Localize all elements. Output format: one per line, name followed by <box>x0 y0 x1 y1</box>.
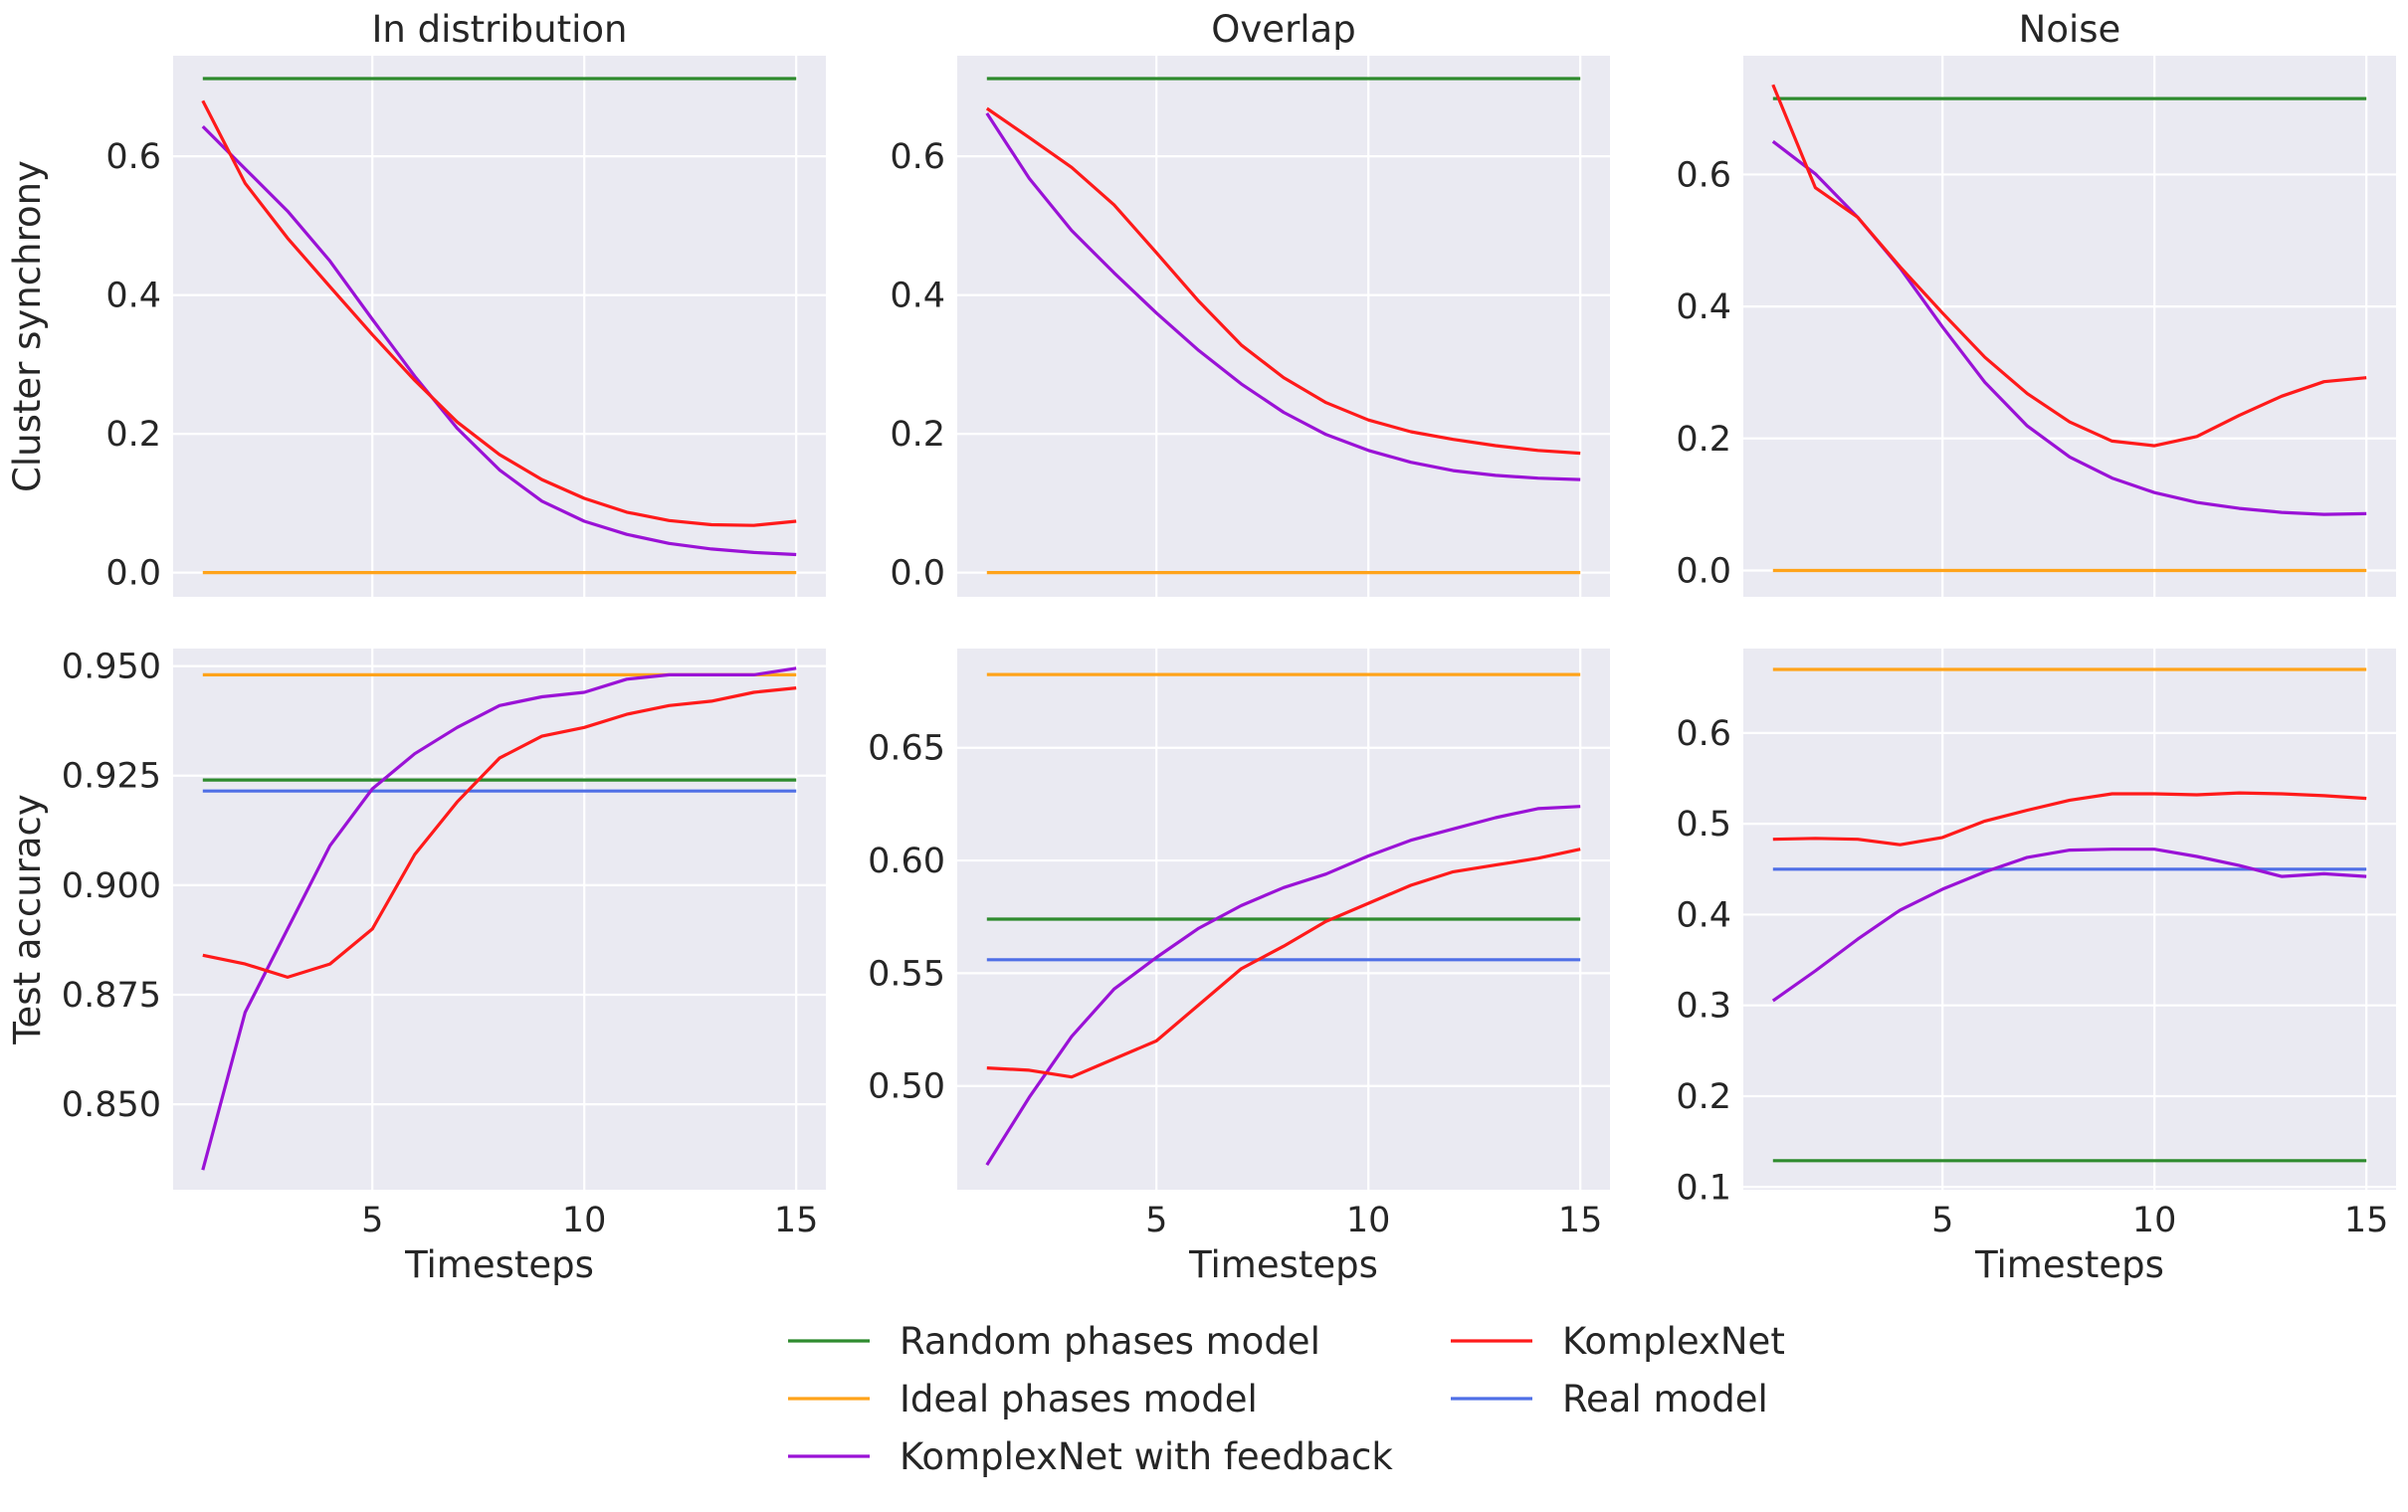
legend-label: Real model <box>1562 1378 1768 1420</box>
y-tick-label: 0.4 <box>1676 895 1731 935</box>
y-tick-label: 0.2 <box>890 415 945 455</box>
y-tick-label: 0.6 <box>105 137 161 177</box>
x-axis-title: Timesteps <box>1188 1243 1378 1286</box>
x-tick-label: 10 <box>2132 1201 2177 1240</box>
series-line-komplexnet <box>201 99 797 527</box>
x-axis-title: Timesteps <box>1974 1243 2164 1286</box>
plot-area <box>1743 56 2396 597</box>
series-line-komplexnet <box>1771 84 2367 448</box>
series-line-komplexnet-with-feedback <box>1771 848 2367 1003</box>
plot-area <box>1743 649 2396 1190</box>
series-line-komplexnet <box>985 106 1581 456</box>
y-tick-label: 0.3 <box>1676 987 1731 1027</box>
y-axis-title: Test accuracy <box>6 794 49 1045</box>
legend-item-random-phases-model: Random phases model <box>788 1320 1320 1363</box>
y-tick-label: 0.2 <box>1676 1077 1731 1117</box>
x-tick-label: 15 <box>2344 1201 2389 1240</box>
x-tick-label: 5 <box>1931 1201 1953 1240</box>
y-tick-label: 0.5 <box>1676 805 1731 845</box>
y-tick-label: 0.850 <box>62 1085 161 1125</box>
y-tick-label: 0.6 <box>1676 714 1731 754</box>
series-line-komplexnet <box>202 686 797 980</box>
y-tick-label: 0.55 <box>868 954 945 994</box>
y-tick-label: 0.900 <box>62 866 161 906</box>
x-tick-label: 5 <box>1145 1201 1167 1240</box>
y-tick-label: 0.6 <box>1676 155 1731 195</box>
legend-label: KomplexNet with feedback <box>900 1435 1393 1478</box>
subplot-title: In distribution <box>372 8 628 51</box>
x-tick-label: 5 <box>361 1201 383 1240</box>
x-tick-label: 15 <box>774 1201 819 1240</box>
subplot-title: Overlap <box>1211 8 1355 51</box>
subplot-3: 0.0 0.2 0.4 0.6 Noise <box>1676 8 2396 597</box>
subplot-2: 0.0 0.2 0.4 0.6 Overlap <box>890 8 1610 597</box>
y-tick-label: 0.60 <box>868 842 945 881</box>
y-tick-label: 0.4 <box>105 277 161 316</box>
legend-label: KomplexNet <box>1562 1320 1785 1363</box>
legend-item-komplexnet: KomplexNet <box>1451 1320 1785 1363</box>
subplot-4: 5 10 15 0.850 0.875 0.900 0.925 0.950 Timesteps T… <box>6 648 826 1286</box>
y-tick-label: 0.875 <box>62 976 161 1016</box>
series-line-komplexnet-with-feedback <box>985 112 1581 481</box>
legend-label: Ideal phases model <box>900 1378 1258 1420</box>
series-line-komplexnet-with-feedback <box>201 666 797 1171</box>
x-tick-label: 10 <box>562 1201 607 1240</box>
subplot-5: 5 10 15 0.50 0.55 0.60 0.65 Timesteps <box>868 649 1610 1286</box>
plot-area <box>957 56 1610 597</box>
y-tick-label: 0.0 <box>890 554 945 594</box>
subplot-1: 0.0 0.2 0.4 0.6 In distribution Cluster synch… <box>6 8 826 597</box>
x-tick-label: 15 <box>1558 1201 1603 1240</box>
x-axis-title: Timesteps <box>404 1243 594 1286</box>
legend-item-komplexnet-with-feedback: KomplexNet with feedback <box>788 1435 1393 1478</box>
legend-item-real-model: Real model <box>1451 1378 1768 1420</box>
y-tick-label: 0.0 <box>105 554 161 594</box>
y-tick-label: 0.2 <box>1676 420 1731 460</box>
y-axis-title: Cluster synchrony <box>6 160 49 492</box>
plot-area <box>173 649 826 1190</box>
y-tick-label: 0.925 <box>62 757 161 797</box>
subplot-title: Noise <box>2019 8 2121 51</box>
y-tick-label: 0.950 <box>62 648 161 687</box>
y-tick-label: 0.2 <box>105 415 161 455</box>
y-tick-label: 0.4 <box>890 277 945 316</box>
series-line-komplexnet <box>1772 791 2367 847</box>
y-tick-label: 0.50 <box>868 1067 945 1107</box>
x-tick-label: 10 <box>1346 1201 1391 1240</box>
plot-area <box>173 56 826 597</box>
series-line-komplexnet-with-feedback <box>201 124 797 557</box>
legend-label: Random phases model <box>900 1320 1320 1363</box>
y-tick-label: 0.1 <box>1676 1168 1731 1208</box>
y-tick-label: 0.0 <box>1676 551 1731 591</box>
y-tick-label: 0.4 <box>1676 287 1731 327</box>
subplot-6: 5 10 15 0.1 0.2 0.3 0.4 0.5 0.6 Timesteps <box>1676 649 2396 1286</box>
legend: Random phases model Ideal phases model Kom… <box>788 1320 1785 1478</box>
series-line-komplexnet-with-feedback <box>985 805 1581 1166</box>
legend-item-ideal-phases-model: Ideal phases model <box>788 1378 1258 1420</box>
y-tick-label: 0.65 <box>868 729 945 769</box>
y-tick-label: 0.6 <box>890 137 945 177</box>
series-line-komplexnet <box>986 848 1581 1079</box>
